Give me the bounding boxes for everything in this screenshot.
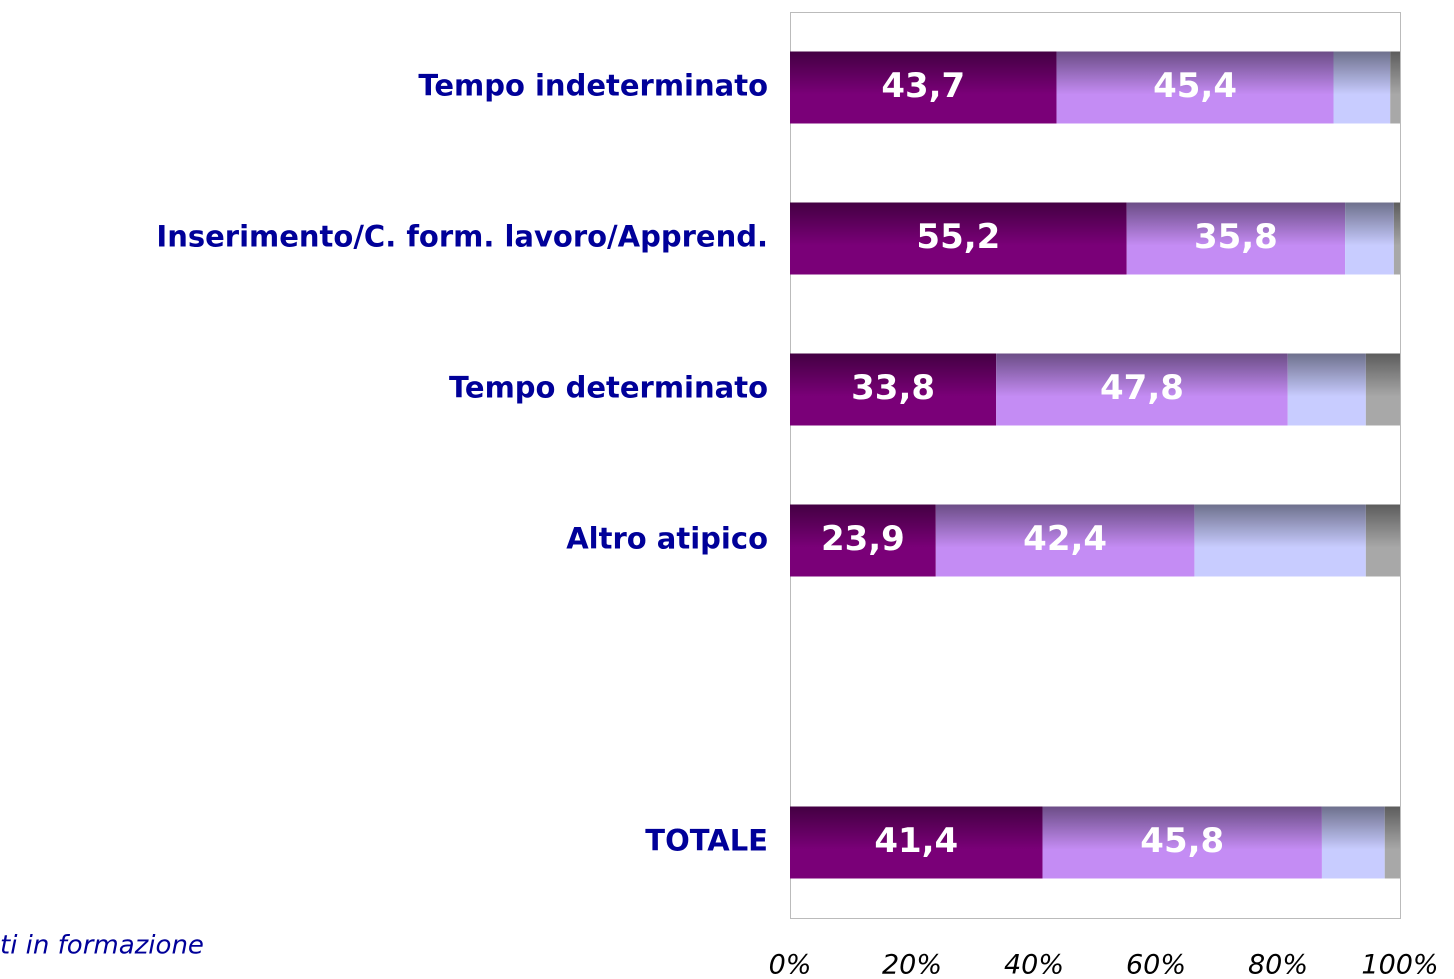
x-tick-label: 20% [882,950,942,979]
bar-shade [1384,806,1400,879]
bar-shade [1056,51,1334,124]
bar-shade [1194,504,1366,577]
x-tick-label: 40% [1004,950,1064,979]
category-label: TOTALE [645,824,768,858]
bar-shade [790,504,936,577]
bar-shade [1345,202,1394,275]
bar-shade [935,504,1195,577]
bar-shade [1042,806,1322,879]
category-label: Altro atipico [566,522,768,556]
value-label: 45,4 [1153,66,1237,106]
bar-shade [790,353,997,426]
x-tick-label: 80% [1248,950,1308,979]
x-tick-label: 0% [769,950,812,979]
value-label: 55,2 [916,217,1000,257]
bar-shade [996,353,1288,426]
value-label: 41,4 [874,821,958,861]
bar-shade [1365,504,1400,577]
x-tick-label: 60% [1126,950,1186,979]
value-label: 43,7 [881,66,965,106]
bar-shade [1365,353,1400,426]
value-label: 45,8 [1140,821,1224,861]
value-label: 47,8 [1100,368,1184,408]
annotation: ti in formazione [0,931,204,961]
x-tick-label: 100% [1361,950,1438,979]
category-label: Inserimento/C. form. lavoro/Apprend. [156,220,768,254]
bar-shade [1333,51,1391,124]
value-label: 35,8 [1194,217,1278,257]
bar-shade [790,51,1057,124]
bar-shade [790,806,1043,879]
plot-frame [790,12,1401,919]
bar-shade [790,202,1127,275]
bar-shade [1393,202,1400,275]
category-label: Tempo indeterminato [418,69,768,103]
value-label: 23,9 [821,519,905,559]
bar-shade [1287,353,1366,426]
category-label: Tempo determinato [449,371,768,405]
bar-shade [1390,51,1400,124]
value-label: 33,8 [851,368,935,408]
bar-shade [1321,806,1385,879]
bar-shade [1126,202,1346,275]
value-label: 42,4 [1023,519,1107,559]
